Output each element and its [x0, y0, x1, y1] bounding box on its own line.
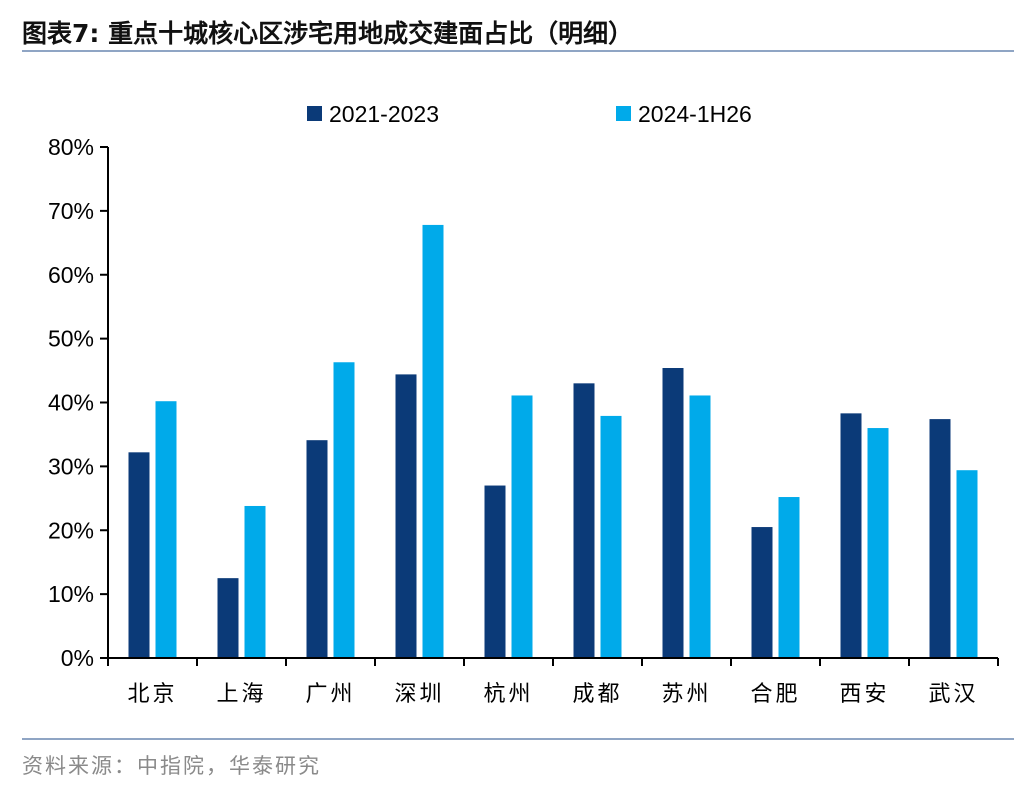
bar-2021-2023 — [840, 413, 862, 658]
y-tick-label: 60% — [48, 262, 94, 288]
bar-chart: 2021-2023 2024-1H26 0% 10% 20% 30% 40% 50% 60% 7… — [48, 101, 999, 707]
x-category-label: 杭州 — [483, 682, 533, 707]
bar-2024-1h26 — [511, 395, 533, 658]
y-tick-label: 20% — [48, 517, 94, 543]
x-category-label: 广州 — [305, 682, 355, 707]
bar-2021-2023 — [573, 383, 595, 658]
bar-2021-2023 — [395, 374, 417, 658]
bar-2021-2023 — [484, 485, 506, 658]
bar-2024-1h26 — [333, 362, 355, 658]
y-tick-label: 10% — [48, 581, 94, 607]
x-category-label: 西安 — [839, 682, 889, 707]
bar-2021-2023 — [662, 368, 684, 658]
bar-2021-2023 — [306, 440, 328, 658]
y-axis: 0% 10% 20% 30% 40% 50% 60% 70% 80% — [48, 134, 109, 671]
x-category-label: 成都 — [572, 682, 622, 707]
bar-2024-1h26 — [956, 470, 978, 658]
y-tick-label: 50% — [48, 326, 94, 352]
bar-2024-1h26 — [600, 415, 622, 658]
y-tick-label: 30% — [48, 453, 94, 479]
chart-title: 图表7: 重点十城核心区涉宅用地成交建面占比（明细） — [22, 19, 634, 48]
bar-2021-2023 — [929, 419, 951, 658]
bar-2024-1h26 — [244, 505, 266, 658]
bar-2021-2023 — [751, 527, 773, 658]
bar-2024-1h26 — [867, 428, 889, 658]
legend-swatch — [616, 106, 631, 121]
bar-2021-2023 — [128, 452, 150, 658]
x-axis: 北京 上海 广州 深圳 杭州 成都 苏州 合肥 西安 武汉 — [107, 657, 999, 707]
legend: 2021-2023 2024-1H26 — [307, 101, 752, 127]
legend-swatch — [307, 106, 322, 121]
y-tick-label: 80% — [48, 134, 94, 160]
bars — [128, 224, 978, 659]
legend-label: 2021-2023 — [329, 101, 439, 127]
source-divider — [22, 738, 1014, 740]
y-tick-label: 40% — [48, 390, 94, 416]
x-category-label: 北京 — [127, 682, 177, 707]
bar-2024-1h26 — [155, 401, 177, 658]
x-category-label: 苏州 — [661, 682, 711, 707]
x-category-label: 合肥 — [750, 682, 800, 707]
bar-2024-1h26 — [778, 497, 800, 658]
bar-2024-1h26 — [689, 395, 711, 658]
y-tick-label: 70% — [48, 198, 94, 224]
legend-label: 2024-1H26 — [638, 101, 752, 127]
x-category-label: 上海 — [216, 682, 266, 707]
x-category-label: 深圳 — [394, 682, 444, 707]
bar-2024-1h26 — [422, 224, 444, 659]
title-divider — [22, 50, 1014, 52]
y-tick-label: 0% — [61, 645, 94, 671]
x-category-label: 武汉 — [928, 682, 978, 707]
source-note: 资料来源：中指院，华泰研究 — [22, 754, 321, 778]
bar-2021-2023 — [217, 578, 239, 658]
